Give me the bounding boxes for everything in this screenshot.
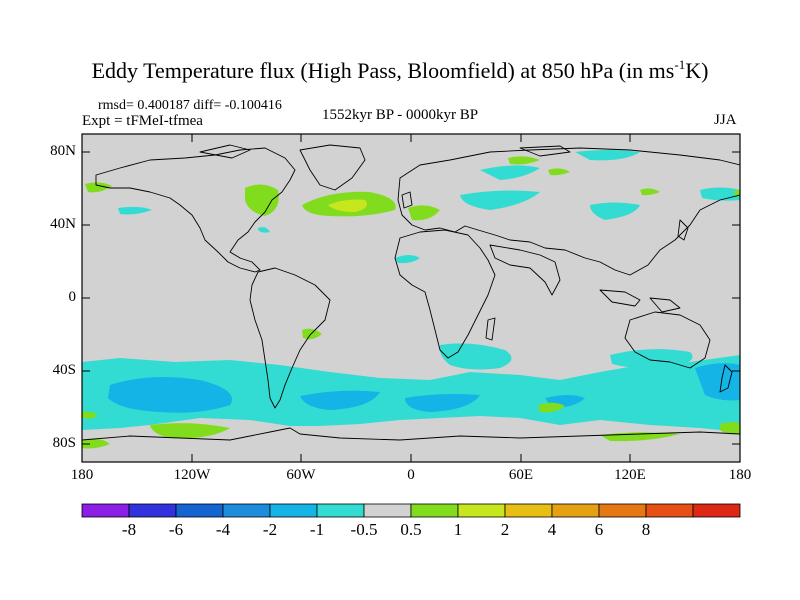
season-label: JJA	[714, 112, 737, 128]
lat-label-40s: 40S	[52, 362, 76, 378]
colorbar	[81, 503, 741, 518]
colorbar-label: 0.5	[400, 520, 422, 539]
coastlines	[82, 144, 740, 441]
colorbar-swatch	[457, 503, 506, 518]
colorbar-swatch	[645, 503, 694, 518]
statistics-label: rmsd= 0.400187 diff= -0.100416	[98, 98, 282, 113]
lon-label-60w: 60W	[286, 467, 316, 483]
lon-label-180w: 180	[70, 467, 94, 483]
lat-label-equator: 0	[68, 289, 77, 305]
experiment-label: Expt = tFMeI-tfmea	[82, 113, 203, 129]
colorbar-swatch	[504, 503, 553, 518]
colorbar-swatch	[175, 503, 224, 518]
colorbar-swatch	[222, 503, 271, 518]
lon-label-0: 0	[407, 467, 415, 483]
colorbar-swatch	[269, 503, 318, 518]
colorbar-label: -1	[309, 520, 325, 539]
colorbar-label: -6	[168, 520, 184, 539]
lat-label-80s: 80S	[52, 435, 76, 451]
southern-ocean-negative-region	[82, 255, 740, 432]
lon-label-60e: 60E	[508, 467, 534, 483]
lon-label-180e: 180	[728, 467, 752, 483]
colorbar-swatch	[598, 503, 647, 518]
colorbar-label: -4	[215, 520, 231, 539]
axis-ticks	[82, 134, 740, 462]
period-label: 1552kyr BP - 0000kyr BP	[322, 107, 479, 123]
colorbar-label: 1	[453, 520, 463, 539]
lon-label-120e: 120E	[614, 467, 646, 483]
colorbar-label: 2	[500, 520, 510, 539]
colorbar-label: 4	[547, 520, 557, 539]
lat-label-80n: 80N	[50, 143, 76, 159]
strong-positive-region	[328, 199, 368, 212]
lon-label-120w: 120W	[173, 467, 211, 483]
colorbar-label: 8	[641, 520, 651, 539]
colorbar-swatch	[363, 503, 412, 518]
colorbar-label: 6	[594, 520, 604, 539]
colorbar-label: -2	[262, 520, 278, 539]
colorbar-swatch	[128, 503, 177, 518]
colorbar-swatch	[81, 503, 130, 518]
colorbar-swatch	[316, 503, 365, 518]
colorbar-swatch	[692, 503, 741, 518]
positive-regions	[82, 156, 740, 449]
colorbar-label: -0.5	[350, 520, 378, 539]
colorbar-swatch	[410, 503, 459, 518]
colorbar-swatch	[551, 503, 600, 518]
map-title: Eddy Temperature flux (High Pass, Bloomf…	[91, 57, 709, 83]
colorbar-label: -8	[121, 520, 137, 539]
lat-label-40n: 40N	[50, 216, 76, 232]
